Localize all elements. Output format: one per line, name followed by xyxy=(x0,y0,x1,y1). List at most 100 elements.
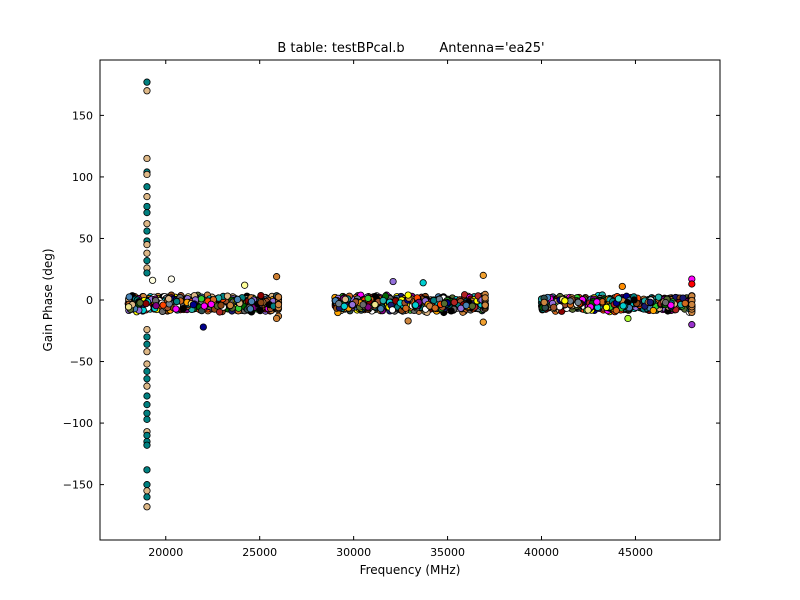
y-tick-label: 50 xyxy=(79,232,93,245)
highlight-point xyxy=(273,273,281,281)
outlier-point xyxy=(143,382,151,390)
data-point xyxy=(136,299,144,307)
data-point xyxy=(247,297,256,306)
data-point xyxy=(359,301,367,309)
outlier-point xyxy=(143,220,151,228)
outlier-point xyxy=(143,401,151,409)
x-tick-label: 30000 xyxy=(336,546,371,559)
outlier-point xyxy=(143,466,151,474)
outlier-point xyxy=(143,409,151,417)
outlier-point xyxy=(143,431,151,439)
highlight-point xyxy=(199,323,207,331)
outlier-point xyxy=(143,348,151,356)
outlier-point xyxy=(143,392,151,400)
outlier-point xyxy=(143,367,151,375)
data-point xyxy=(619,302,627,310)
y-axis-label: Gain Phase (deg) xyxy=(41,248,55,351)
data-point xyxy=(223,292,232,300)
outlier-point xyxy=(143,441,151,449)
data-point xyxy=(125,293,133,301)
data-point xyxy=(226,301,234,309)
data-point xyxy=(450,298,458,306)
data-point xyxy=(257,298,265,307)
data-point xyxy=(661,298,670,307)
outlier-point xyxy=(143,249,151,257)
y-tick-label: −150 xyxy=(63,479,93,492)
highlight-point xyxy=(404,291,412,299)
data-point xyxy=(274,301,283,309)
data-point xyxy=(388,306,396,314)
outlier-point xyxy=(143,415,151,423)
data-point xyxy=(159,301,167,309)
outlier-point xyxy=(143,170,151,179)
highlight-point xyxy=(479,271,487,279)
data-point xyxy=(341,295,349,303)
data-point xyxy=(256,306,264,314)
data-point xyxy=(371,301,379,309)
data-point xyxy=(468,302,476,310)
y-tick-label: 150 xyxy=(72,109,93,122)
data-point xyxy=(257,291,265,300)
data-point xyxy=(200,302,208,310)
outlier-point xyxy=(143,360,151,368)
data-point xyxy=(411,301,420,309)
outlier-point xyxy=(143,503,151,511)
data-point xyxy=(550,303,558,311)
y-tick-label: 100 xyxy=(72,171,93,184)
data-point xyxy=(217,301,225,309)
x-tick-label: 20000 xyxy=(148,546,183,559)
outlier-point xyxy=(143,375,151,383)
highlight-point xyxy=(688,321,696,329)
outlier-point xyxy=(143,340,151,348)
x-tick-label: 35000 xyxy=(430,546,465,559)
highlight-point xyxy=(389,277,397,286)
outlier-point xyxy=(143,257,151,265)
axis-ticks: 20000 25000 30000 35000 40000 45000 150 100 50 0 −… xyxy=(63,60,720,559)
outlier-point xyxy=(143,481,151,489)
outlier-point xyxy=(143,154,151,163)
data-point xyxy=(402,304,410,312)
highlight-point xyxy=(404,317,412,325)
outlier-point xyxy=(143,269,151,277)
data-point xyxy=(681,299,689,307)
outlier-point xyxy=(143,209,151,217)
outlier-point xyxy=(143,87,151,95)
outlier-point xyxy=(143,241,151,249)
data-point xyxy=(561,297,569,305)
data-point xyxy=(630,296,638,304)
data-point xyxy=(364,294,372,302)
data-point xyxy=(179,305,187,313)
data-point xyxy=(481,294,489,302)
chart-title-table: B table: testBPcal.b xyxy=(277,41,404,56)
highlight-point xyxy=(149,276,157,284)
data-point xyxy=(440,299,448,308)
highlight-point xyxy=(618,282,626,291)
data-point xyxy=(189,301,197,309)
data-point xyxy=(584,306,592,314)
x-axis-label: Frequency (MHz) xyxy=(360,563,461,577)
highlight-point xyxy=(197,295,206,303)
outlier-point xyxy=(143,227,151,235)
data-point xyxy=(207,300,215,308)
x-tick-label: 40000 xyxy=(524,546,559,559)
highlight-point xyxy=(479,318,487,326)
data-point xyxy=(612,306,620,315)
outlier-point xyxy=(143,493,151,501)
highlight-point xyxy=(624,314,632,323)
data-points xyxy=(124,78,696,511)
data-point xyxy=(447,307,455,315)
outlier-point xyxy=(143,78,151,86)
highlight-point xyxy=(273,314,281,323)
outlier-point xyxy=(143,333,151,341)
data-point xyxy=(462,301,470,309)
data-point xyxy=(593,298,601,306)
data-point xyxy=(649,306,657,315)
data-point xyxy=(431,304,439,312)
highlight-point xyxy=(614,295,623,303)
chart-title-antenna: Antenna='ea25' xyxy=(439,41,544,56)
highlight-point xyxy=(167,275,175,283)
data-point xyxy=(165,295,173,303)
x-tick-label: 25000 xyxy=(242,546,277,559)
data-point xyxy=(246,305,255,313)
